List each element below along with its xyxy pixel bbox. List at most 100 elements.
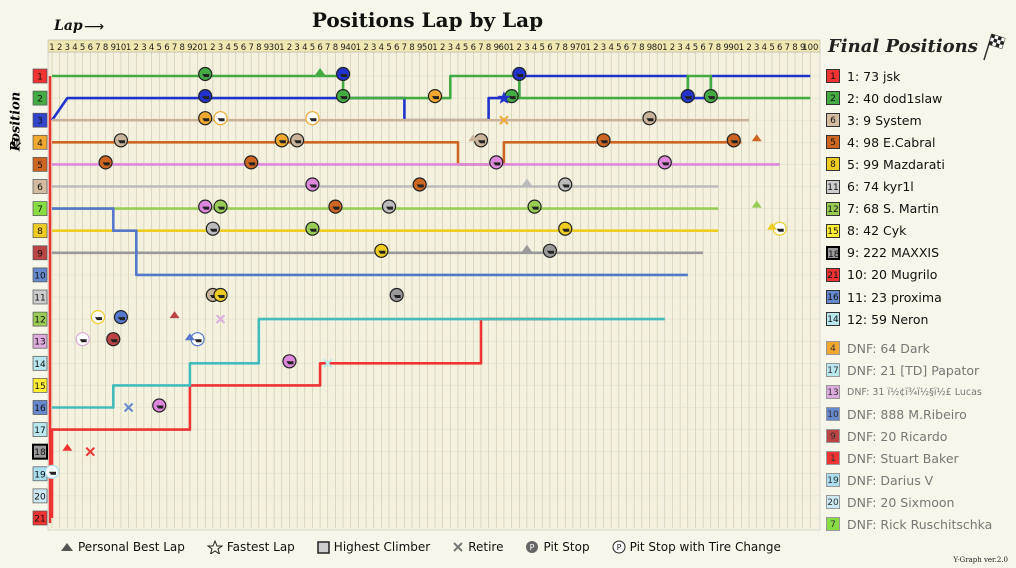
position-badge-label: 5 [37, 161, 43, 171]
lap-tick-label: 2 [670, 43, 675, 53]
lap-tick-label: 2 [593, 43, 598, 53]
pit-stop-marker [282, 354, 297, 369]
dnf-label: DNF: 64 Dark [847, 340, 930, 356]
pit-stop-marker [489, 155, 504, 170]
dnf-badge: 10 [826, 407, 840, 421]
lap-tick-label: 70 [575, 43, 586, 53]
final-label: 3: 9 System [847, 112, 922, 128]
position-badge-label: 21 [34, 515, 45, 525]
lap-tick-label: 4 [455, 43, 460, 53]
dnf-label: DNF: 31 ï½¢ï¾ï½§ï½£ Lucas [847, 386, 982, 398]
lap-tick-label: 9 [264, 43, 269, 53]
lap-tick-label: 8 [486, 43, 491, 53]
lap-tick-label: 1 [509, 43, 514, 53]
final-label: 9: 222 MAXXIS [847, 245, 940, 261]
pit-stop-marker [427, 88, 443, 104]
lap-tick-label: 4 [608, 43, 613, 53]
final-label: 5: 99 Mazdarati [847, 156, 945, 172]
final-position-row: 5 4: 98 E.Cabral [826, 133, 935, 151]
dnf-row: 4 DNF: 64 Dark [826, 339, 930, 357]
legend-tire-label: Pit Stop with Tire Change [629, 540, 781, 554]
position-badge-label: 20 [34, 492, 46, 502]
dnf-badge: 20 [826, 495, 840, 509]
final-label: 10: 20 Mugrilo [847, 267, 938, 283]
lap-tick-label: 7 [325, 43, 330, 53]
dnf-row: 13 DNF: 31 ï½¢ï¾ï½§ï½£ Lucas [826, 383, 982, 401]
position-badge [32, 245, 48, 261]
lap-tick-label: 9 [723, 43, 728, 53]
pit-stop-marker [305, 221, 320, 236]
pit-stop-marker [328, 199, 343, 214]
pit-stop-marker [680, 88, 695, 104]
position-badge [32, 355, 48, 371]
position-badge [32, 179, 48, 194]
y-axis-label-wrap: Position [2, 84, 30, 164]
position-badge [32, 333, 48, 349]
dnf-label: DNF: Darius V [847, 472, 934, 488]
lap-tick-label: 8 [180, 43, 185, 53]
lap-tick-label: 9 [800, 43, 805, 53]
lap-tick-label: 6 [241, 43, 246, 53]
position-badge-label: 3 [37, 117, 43, 127]
dnf-row: 20 DNF: 20 Sixmoon [826, 493, 954, 511]
lap-tick-label: 2 [57, 43, 62, 53]
position-badge-label: 11 [34, 294, 45, 304]
dnf-label: DNF: 20 Ricardo [847, 428, 948, 444]
legend-pb-label: Personal Best Lap [78, 540, 185, 554]
pit-stop-marker [198, 111, 213, 126]
position-badge-label: 17 [34, 426, 45, 436]
dnf-label: DNF: 21 [TD] Papator [847, 362, 980, 378]
position-badge [32, 311, 48, 327]
down-arrow-icon: ⟱ [10, 136, 22, 152]
pb-lap-marker [315, 68, 326, 75]
dnf-label: DNF: Rick Ruschitschka [847, 516, 993, 532]
lap-tick-label: 9 [494, 43, 499, 53]
pit-stop-marker [113, 310, 129, 325]
lap-tick-label: 7 [478, 43, 483, 53]
final-position-row: 11 6: 74 kyr1l [826, 178, 914, 196]
lap-tick-label: 7 [785, 43, 790, 53]
series-line [52, 74, 811, 100]
pit-stop-marker [596, 133, 611, 148]
lap-tick-label: 1 [662, 43, 667, 53]
pit-stop-marker [305, 177, 320, 192]
pb-lap-marker [521, 178, 532, 186]
lap-tick-label: 8 [103, 43, 108, 53]
pb-lap-marker [521, 244, 532, 252]
legend-pit-label: Pit Stop [543, 540, 590, 554]
final-position-row: 6 3: 9 System [826, 111, 922, 129]
lap-tick-label: 10 [116, 43, 127, 53]
pb-lap-marker [751, 200, 762, 208]
lap-tick-label: 3 [65, 43, 70, 53]
lap-tick-label: 1 [356, 43, 361, 53]
lap-tick-label: 2 [440, 43, 445, 53]
position-badge [32, 443, 48, 460]
position-badge-label: 19 [34, 470, 46, 480]
pit-stop-marker [106, 332, 121, 347]
lap-tick-label: 3 [677, 43, 682, 53]
lap-tick-label: 1 [49, 43, 54, 53]
dnf-row: 19 DNF: Darius V [826, 471, 933, 489]
retire-marker [123, 402, 134, 413]
final-position-row: 2 2: 40 dod1slaw [826, 89, 942, 107]
position-badge-label: 14 [34, 360, 46, 370]
lap-tick-label: 50 [422, 43, 433, 53]
lap-tick-label: 4 [302, 43, 307, 53]
lap-tick-label: 5 [463, 43, 468, 53]
dnf-row: 17 DNF: 21 [TD] Papator [826, 361, 979, 379]
pit-stop-marker [381, 199, 397, 214]
lap-tick-label: 40 [345, 43, 356, 53]
pit-stop-marker [473, 133, 489, 148]
retire-marker [215, 314, 226, 324]
retire-marker [323, 358, 333, 369]
series-line [50, 317, 550, 518]
pit-stop-marker [389, 287, 404, 303]
lap-tick-label: 2 [517, 43, 522, 53]
lap-tick-label: 90 [728, 43, 739, 53]
pit-stop-marker [657, 155, 672, 170]
version-label: Y-Graph ver.2.0 [953, 556, 1008, 564]
lap-tick-label: 4 [685, 43, 690, 53]
tire-stop-marker [90, 310, 106, 325]
position-badge [32, 267, 48, 283]
legend-retire: Retire [452, 540, 503, 554]
